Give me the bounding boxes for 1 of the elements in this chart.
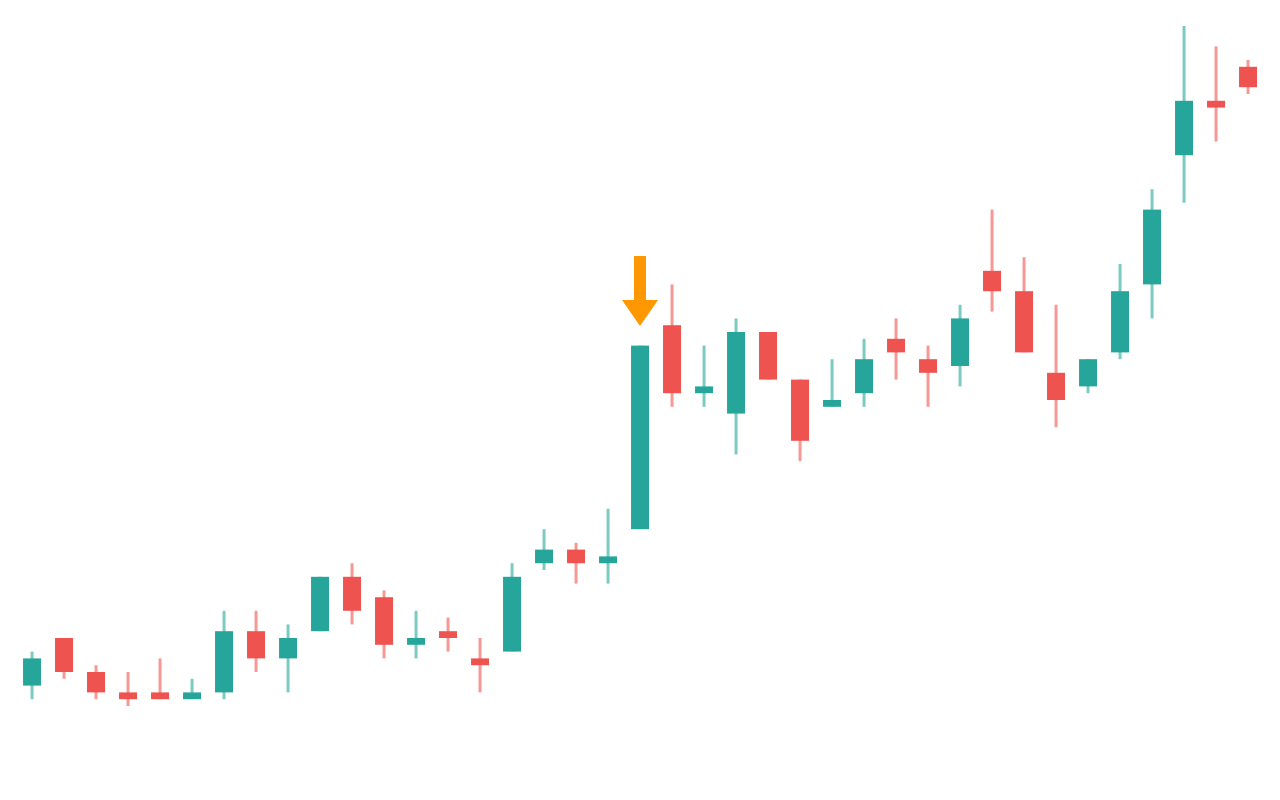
candlestick xyxy=(759,330,778,382)
